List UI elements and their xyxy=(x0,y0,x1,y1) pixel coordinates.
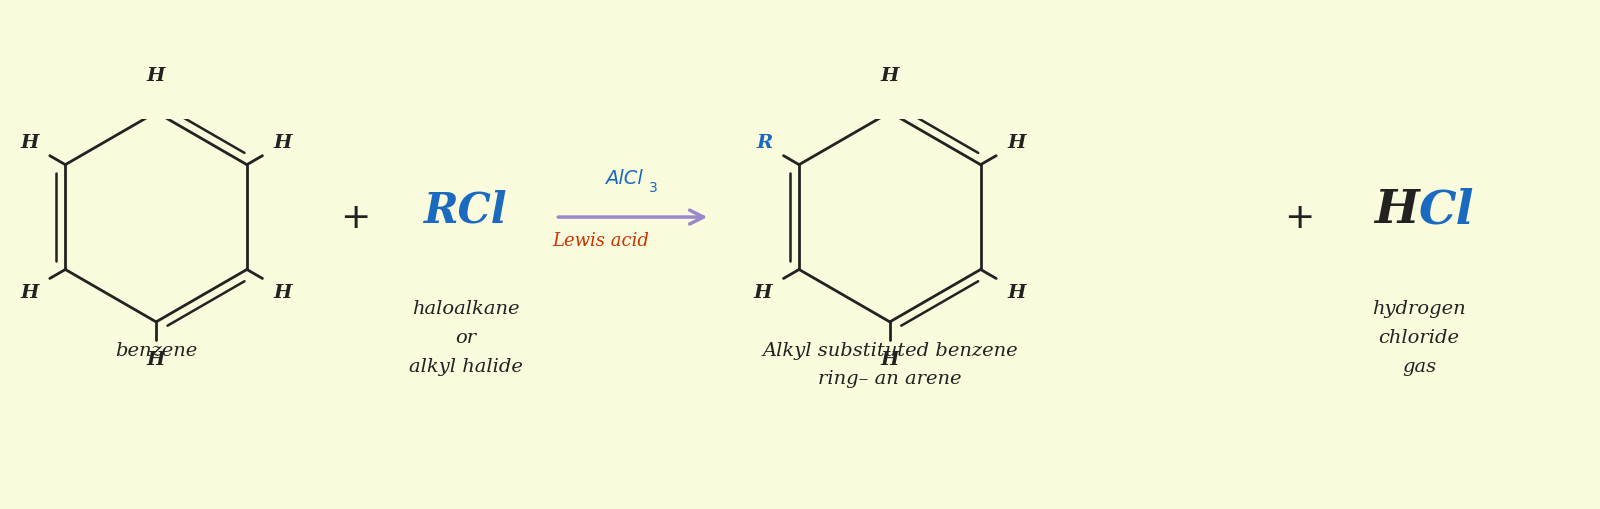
Text: R: R xyxy=(757,133,773,151)
Text: H: H xyxy=(1374,187,1419,233)
Text: RCl: RCl xyxy=(424,189,507,231)
Text: H: H xyxy=(147,67,165,85)
Text: H: H xyxy=(21,284,38,302)
Text: haloalkane
or
alkyl halide: haloalkane or alkyl halide xyxy=(408,299,523,376)
FancyArrowPatch shape xyxy=(558,211,704,224)
Text: H: H xyxy=(1008,133,1026,151)
Text: H: H xyxy=(1008,284,1026,302)
Text: AlCl: AlCl xyxy=(605,169,643,188)
Text: H: H xyxy=(274,133,293,151)
Text: benzene: benzene xyxy=(115,341,197,359)
Text: H: H xyxy=(880,67,899,85)
Text: H: H xyxy=(147,350,165,368)
Text: H: H xyxy=(754,284,773,302)
Text: +: + xyxy=(341,201,371,235)
Text: 3: 3 xyxy=(650,181,658,195)
Text: Cl: Cl xyxy=(1419,187,1475,233)
Text: Alkyl substituted benzene: Alkyl substituted benzene xyxy=(762,341,1018,359)
Text: +: + xyxy=(1283,201,1314,235)
Text: H: H xyxy=(880,350,899,368)
Text: hydrogen
chloride
gas: hydrogen chloride gas xyxy=(1373,299,1466,376)
Text: H: H xyxy=(21,133,38,151)
Text: ring– an arene: ring– an arene xyxy=(818,369,962,387)
Text: H: H xyxy=(274,284,293,302)
Text: Lewis acid: Lewis acid xyxy=(552,232,648,249)
